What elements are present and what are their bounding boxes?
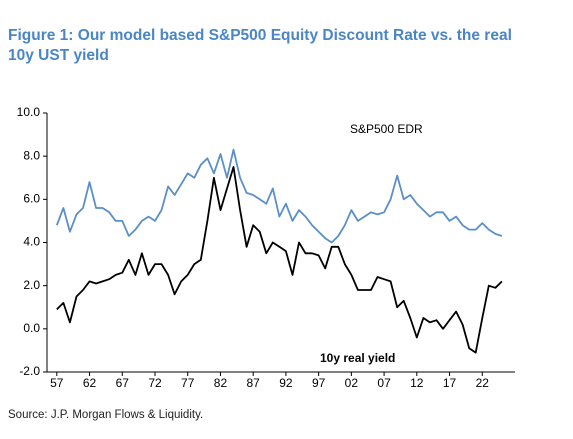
x-tick-label: 12 <box>410 376 424 390</box>
y-tick-label: 6.0 <box>23 192 40 206</box>
series-label: 10y real yield <box>320 351 395 365</box>
x-tick-label: 67 <box>116 376 130 390</box>
y-tick-label: 2.0 <box>23 278 40 292</box>
x-tick-label: 02 <box>345 376 359 390</box>
x-tick-label: 97 <box>312 376 326 390</box>
x-tick-label: 92 <box>279 376 293 390</box>
series-line <box>56 166 503 354</box>
y-tick-label: 0.0 <box>23 321 40 335</box>
x-tick-label: 87 <box>247 376 261 390</box>
x-tick-label: 17 <box>443 376 457 390</box>
series-label: S&P500 EDR <box>350 122 423 136</box>
chart-title: Figure 1: Our model based S&P500 Equity … <box>8 27 512 64</box>
series-line <box>55 148 503 244</box>
y-tick-label: 8.0 <box>23 148 40 162</box>
x-tick-label: 22 <box>476 376 490 390</box>
x-tick-label: 57 <box>50 376 64 390</box>
y-tick-label: -2.0 <box>19 364 40 378</box>
source: Source: J.P. Morgan Flows & Liquidity. <box>8 409 204 421</box>
x-tick-label: 72 <box>148 376 162 390</box>
y-tick-label: 10.0 <box>17 105 41 119</box>
x-tick-label: 62 <box>83 376 97 390</box>
y-tick-label: 4.0 <box>23 235 40 249</box>
x-tick-label: 07 <box>377 376 391 390</box>
x-tick-label: 82 <box>214 376 228 390</box>
x-tick-label: 77 <box>181 376 195 390</box>
